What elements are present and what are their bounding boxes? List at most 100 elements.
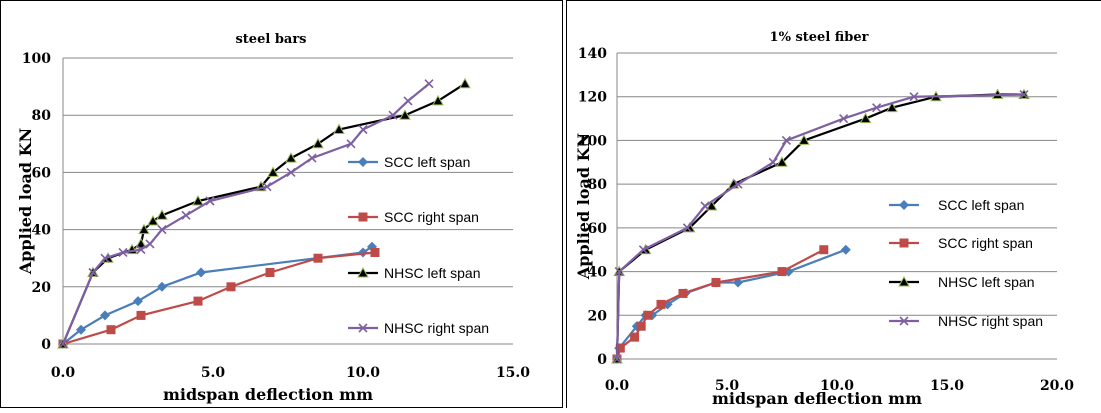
legend-label: SCC left span bbox=[938, 197, 1024, 213]
data-point-nhsc-right-span bbox=[872, 103, 882, 113]
legend-label: SCC right span bbox=[938, 235, 1033, 251]
legend-item-scc-left-span: SCC left span bbox=[889, 197, 1024, 213]
data-point-scc-right-span bbox=[643, 310, 653, 320]
x-axis-title: midspan deflection mm bbox=[163, 385, 373, 404]
chart-title: 1% steel fiber bbox=[770, 30, 869, 45]
y-tick-label: 100 bbox=[22, 51, 51, 67]
x-axis-title: midspan deflection mm bbox=[712, 389, 922, 408]
data-point-nhsc-left-span bbox=[432, 94, 444, 106]
data-point-nhsc-right-span bbox=[1019, 89, 1029, 100]
y-tick-label: 120 bbox=[578, 90, 607, 106]
series-nhsc-right-span bbox=[58, 79, 434, 349]
data-point-nhsc-right-span bbox=[638, 245, 648, 255]
y-tick-label: 60 bbox=[32, 165, 52, 181]
legend-label: SCC left span bbox=[384, 154, 470, 170]
x-tick-label: 10.0 bbox=[820, 378, 854, 394]
legend-marker bbox=[899, 316, 909, 326]
data-point-nhsc-right-span bbox=[909, 92, 919, 102]
y-tick-label: 140 bbox=[578, 46, 607, 62]
data-point-nhsc-left-span bbox=[459, 77, 471, 89]
x-tick-label: 20.0 bbox=[1040, 378, 1074, 394]
legend-item-scc-right-span: SCC right span bbox=[348, 209, 479, 225]
data-point-nhsc-right-span bbox=[768, 157, 778, 167]
legend-item-nhsc-right-span: NHSC right span bbox=[889, 313, 1043, 329]
legend-marker bbox=[358, 212, 368, 222]
legend-marker bbox=[899, 200, 909, 210]
x-tick-label: 0.0 bbox=[605, 378, 630, 394]
data-point-nhsc-left-span bbox=[192, 194, 204, 206]
data-point-nhsc-right-span bbox=[262, 182, 272, 192]
data-point-scc-right-span bbox=[636, 321, 646, 331]
data-point-nhsc-right-span bbox=[612, 354, 622, 364]
legend-item-nhsc-left-span: NHSC left span bbox=[889, 274, 1034, 290]
data-point-nhsc-left-span bbox=[147, 214, 159, 226]
data-point-scc-right-span bbox=[265, 268, 275, 277]
data-point-nhsc-right-span bbox=[157, 225, 167, 235]
series-scc-right-span bbox=[58, 247, 380, 349]
data-point-nhsc-left-span bbox=[138, 223, 150, 235]
data-point-nhsc-right-span bbox=[307, 153, 317, 163]
data-point-nhsc-left-span bbox=[705, 199, 718, 211]
legend-label: NHSC left span bbox=[384, 265, 480, 281]
y-tick-label: 20 bbox=[32, 280, 52, 296]
data-point-scc-left-span bbox=[196, 267, 206, 278]
data-point-nhsc-left-span bbox=[776, 156, 788, 167]
data-point-nhsc-left-span bbox=[285, 152, 297, 163]
gridlines bbox=[63, 57, 513, 288]
x-tick-label: 10.0 bbox=[346, 365, 380, 381]
y-axis-title: Applied load KN bbox=[16, 128, 35, 275]
data-point-nhsc-right-span bbox=[136, 245, 146, 255]
data-point-scc-right-span bbox=[193, 296, 203, 306]
y-tick-label: 40 bbox=[588, 265, 608, 281]
data-point-nhsc-left-span bbox=[333, 123, 345, 134]
data-point-nhsc-left-span bbox=[798, 134, 810, 145]
y-tick-label: 0 bbox=[41, 337, 51, 353]
legend-label: NHSC right span bbox=[938, 313, 1043, 329]
x-tick-label: 5.0 bbox=[715, 378, 740, 394]
x-tick-label: 0.0 bbox=[51, 365, 76, 381]
y-tick-label: 20 bbox=[588, 308, 608, 324]
series-scc-left-span bbox=[612, 244, 851, 364]
x-tick-label: 5.0 bbox=[201, 365, 226, 381]
data-point-scc-right-span bbox=[226, 282, 236, 292]
data-point-nhsc-right-span bbox=[682, 223, 692, 233]
data-point-nhsc-right-span bbox=[733, 179, 743, 189]
legend-item-scc-right-span: SCC right span bbox=[889, 235, 1033, 251]
data-point-scc-right-span bbox=[777, 267, 787, 277]
data-point-nhsc-right-span bbox=[100, 253, 110, 263]
data-point-nhsc-left-span bbox=[859, 112, 872, 124]
data-point-scc-right-span bbox=[819, 245, 829, 255]
data-point-nhsc-left-span bbox=[886, 101, 898, 113]
legend-marker bbox=[898, 275, 910, 287]
data-point-scc-left-span bbox=[662, 299, 673, 310]
data-point-scc-right-span bbox=[313, 253, 323, 263]
y-axis-title: Applied load KN bbox=[574, 133, 593, 280]
series-nhsc-right-span bbox=[612, 89, 1029, 364]
data-point-scc-left-span bbox=[358, 247, 368, 258]
x-tick-label: 15.0 bbox=[930, 378, 964, 394]
data-point-nhsc-right-span bbox=[346, 139, 356, 149]
legend-marker bbox=[357, 266, 369, 278]
data-point-scc-left-span bbox=[157, 281, 167, 292]
legend-item-scc-left-span: SCC left span bbox=[348, 154, 470, 170]
data-point-nhsc-right-span bbox=[403, 96, 413, 106]
legend-label: NHSC left span bbox=[938, 274, 1034, 290]
legend-item-nhsc-right-span: NHSC right span bbox=[348, 320, 489, 336]
data-point-nhsc-left-span bbox=[156, 209, 168, 220]
data-point-nhsc-right-span bbox=[781, 135, 791, 145]
legend-item-nhsc-left-span: NHSC left span bbox=[348, 265, 480, 281]
chart-steel-bars: 0 20 40 60 80 100 0.0 5.0 10.0 15.0 steel bars mids… bbox=[16, 32, 530, 404]
data-point-scc-left-span bbox=[783, 266, 794, 277]
series-line-scc-right-span bbox=[615, 248, 825, 360]
legend-marker bbox=[899, 238, 909, 248]
data-point-scc-right-span bbox=[370, 247, 380, 257]
data-point-nhsc-right-span bbox=[118, 247, 128, 258]
series-scc-right-span bbox=[612, 245, 829, 364]
data-point-scc-left-span bbox=[133, 296, 143, 307]
data-point-scc-right-span bbox=[615, 343, 625, 353]
x-tick-label: 15.0 bbox=[496, 365, 530, 381]
data-point-nhsc-right-span bbox=[839, 114, 849, 124]
legend-marker bbox=[358, 157, 368, 167]
y-tick-label: 60 bbox=[588, 221, 608, 237]
y-tick-label: 80 bbox=[588, 177, 608, 193]
